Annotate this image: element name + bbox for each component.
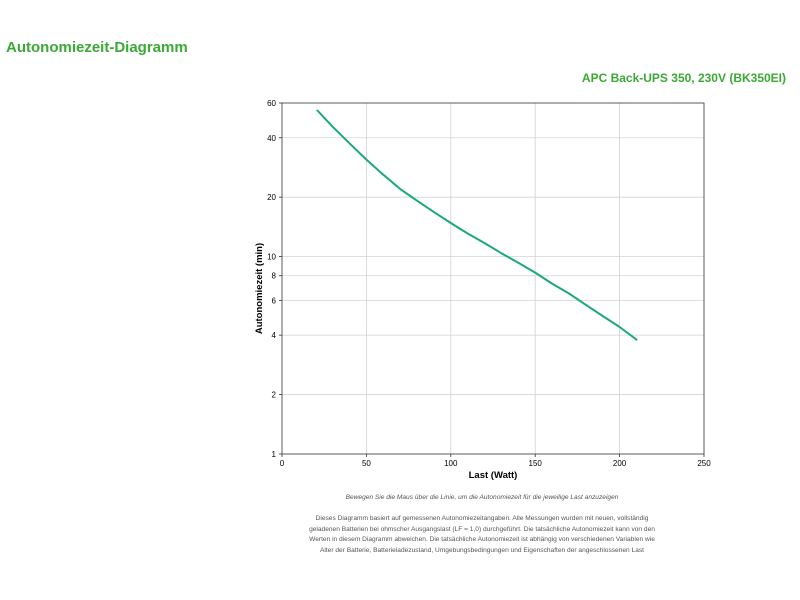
y-tick-label: 60 <box>267 99 276 108</box>
y-tick-label: 20 <box>267 193 276 202</box>
x-tick-label: 250 <box>697 459 711 468</box>
y-tick-label: 10 <box>267 253 276 262</box>
x-tick-label: 100 <box>444 459 458 468</box>
x-tick-label: 200 <box>613 459 627 468</box>
product-title: APC Back-UPS 350, 230V (BK350EI) <box>581 71 786 85</box>
disclaimer-line: Werten in diesem Diagramm abweichen. Die… <box>309 536 655 543</box>
y-tick-label: 6 <box>272 296 277 305</box>
y-tick-label: 40 <box>267 134 276 143</box>
x-axis-label: Last (Watt) <box>469 470 518 481</box>
chart-grid <box>282 103 704 454</box>
y-tick-label: 8 <box>272 272 277 281</box>
y-tick-label: 1 <box>272 450 277 459</box>
x-tick-label: 150 <box>529 459 543 468</box>
page-title: Autonomiezeit-Diagramm <box>6 39 188 56</box>
x-tick-label: 50 <box>362 459 371 468</box>
disclaimer-text: Dieses Diagramm basiert auf gemessenen A… <box>252 514 712 556</box>
y-axis-label: Autonomiezeit (min) <box>254 243 265 334</box>
hover-hint: Bewegen Sie die Maus über die Linie, um … <box>345 494 619 501</box>
x-tick-label: 0 <box>280 459 285 468</box>
disclaimer-line: Dieses Diagramm basiert auf gemessenen A… <box>315 515 649 522</box>
y-tick-label: 2 <box>272 391 277 400</box>
disclaimer-line: geladenen Batterien bei ohmscher Ausgang… <box>309 525 655 533</box>
series-layer[interactable] <box>316 109 638 341</box>
plot-frame <box>281 102 705 455</box>
y-tick-label: 4 <box>272 331 277 340</box>
disclaimer-line: Alter der Batterie, Batterieladezustand,… <box>319 546 645 554</box>
axis-ticks: 0 50 100 150 200 250 1 2 4 6 8 10 20 40 60 <box>267 99 711 468</box>
runtime-curve[interactable] <box>316 109 638 341</box>
